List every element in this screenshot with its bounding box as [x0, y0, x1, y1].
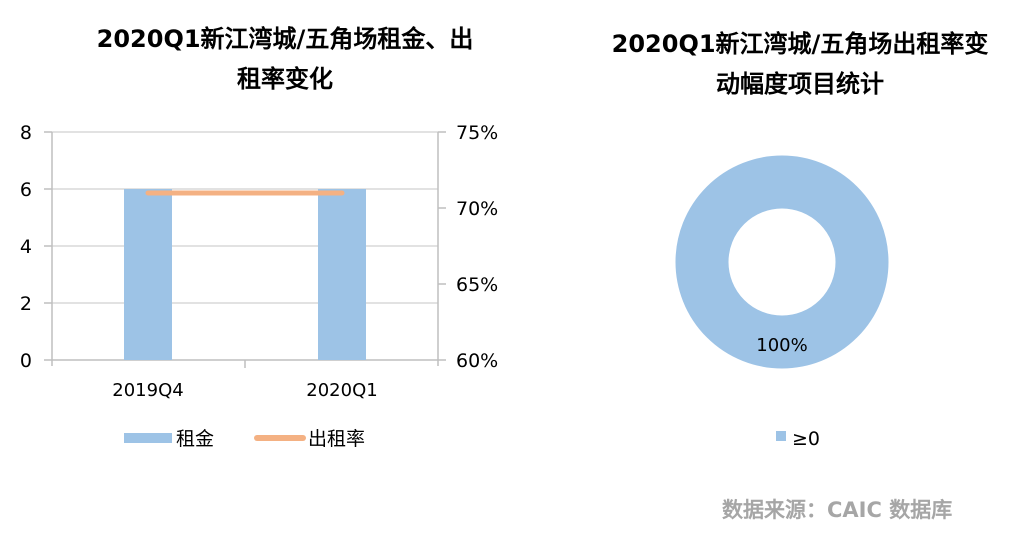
right-axis-label-65: 65%: [456, 274, 498, 296]
category-label-2020Q1: 2020Q1: [306, 380, 377, 401]
legend-swatch-rent: [124, 433, 172, 443]
bar-2020Q1: [318, 189, 366, 360]
left-axis-label-0: 0: [20, 350, 32, 372]
right-chart-title-line2: 动幅度项目统计: [716, 70, 884, 98]
right-axis-label-60: 60%: [456, 350, 498, 372]
right-chart-legend: ≥0: [776, 428, 820, 450]
legend-label-occupancy: 出租率: [308, 428, 365, 450]
category-label-2019Q4: 2019Q4: [112, 380, 183, 401]
legend-swatch-gte0: [776, 431, 786, 441]
left-axis-label-8: 8: [20, 122, 32, 144]
legend-label-gte0: ≥0: [792, 428, 820, 450]
axes: [44, 131, 446, 368]
left-chart-title: 2020Q1新江湾城/五角场租金、出 租率变化: [60, 19, 510, 99]
legend-label-rent: 租金: [176, 428, 214, 450]
left-axis-label-4: 4: [20, 236, 32, 258]
left-chart-title-line2: 租率变化: [237, 65, 333, 93]
left-axis-label-2: 2: [20, 293, 32, 315]
right-chart-title: 2020Q1新江湾城/五角场出租率变 动幅度项目统计: [590, 24, 1010, 104]
right-axis-label-75: 75%: [456, 122, 498, 144]
gridlines: [52, 131, 438, 304]
bar-2019Q4: [124, 189, 172, 360]
doughnut-chart: 100%: [675, 155, 889, 369]
right-axis-label-70: 70%: [456, 198, 498, 220]
right-chart-title-line1: 2020Q1新江湾城/五角场出租率变: [611, 30, 989, 58]
doughnut-slice-gte0: [675, 155, 889, 369]
left-chart-legend: 租金 出租率: [124, 428, 365, 450]
doughnut-slice-label: 100%: [756, 335, 807, 356]
left-chart-title-line1: 2020Q1新江湾城/五角场租金、出: [96, 25, 474, 53]
left-axis-label-6: 6: [20, 179, 32, 201]
data-source-note: 数据来源：CAIC 数据库: [722, 498, 953, 522]
